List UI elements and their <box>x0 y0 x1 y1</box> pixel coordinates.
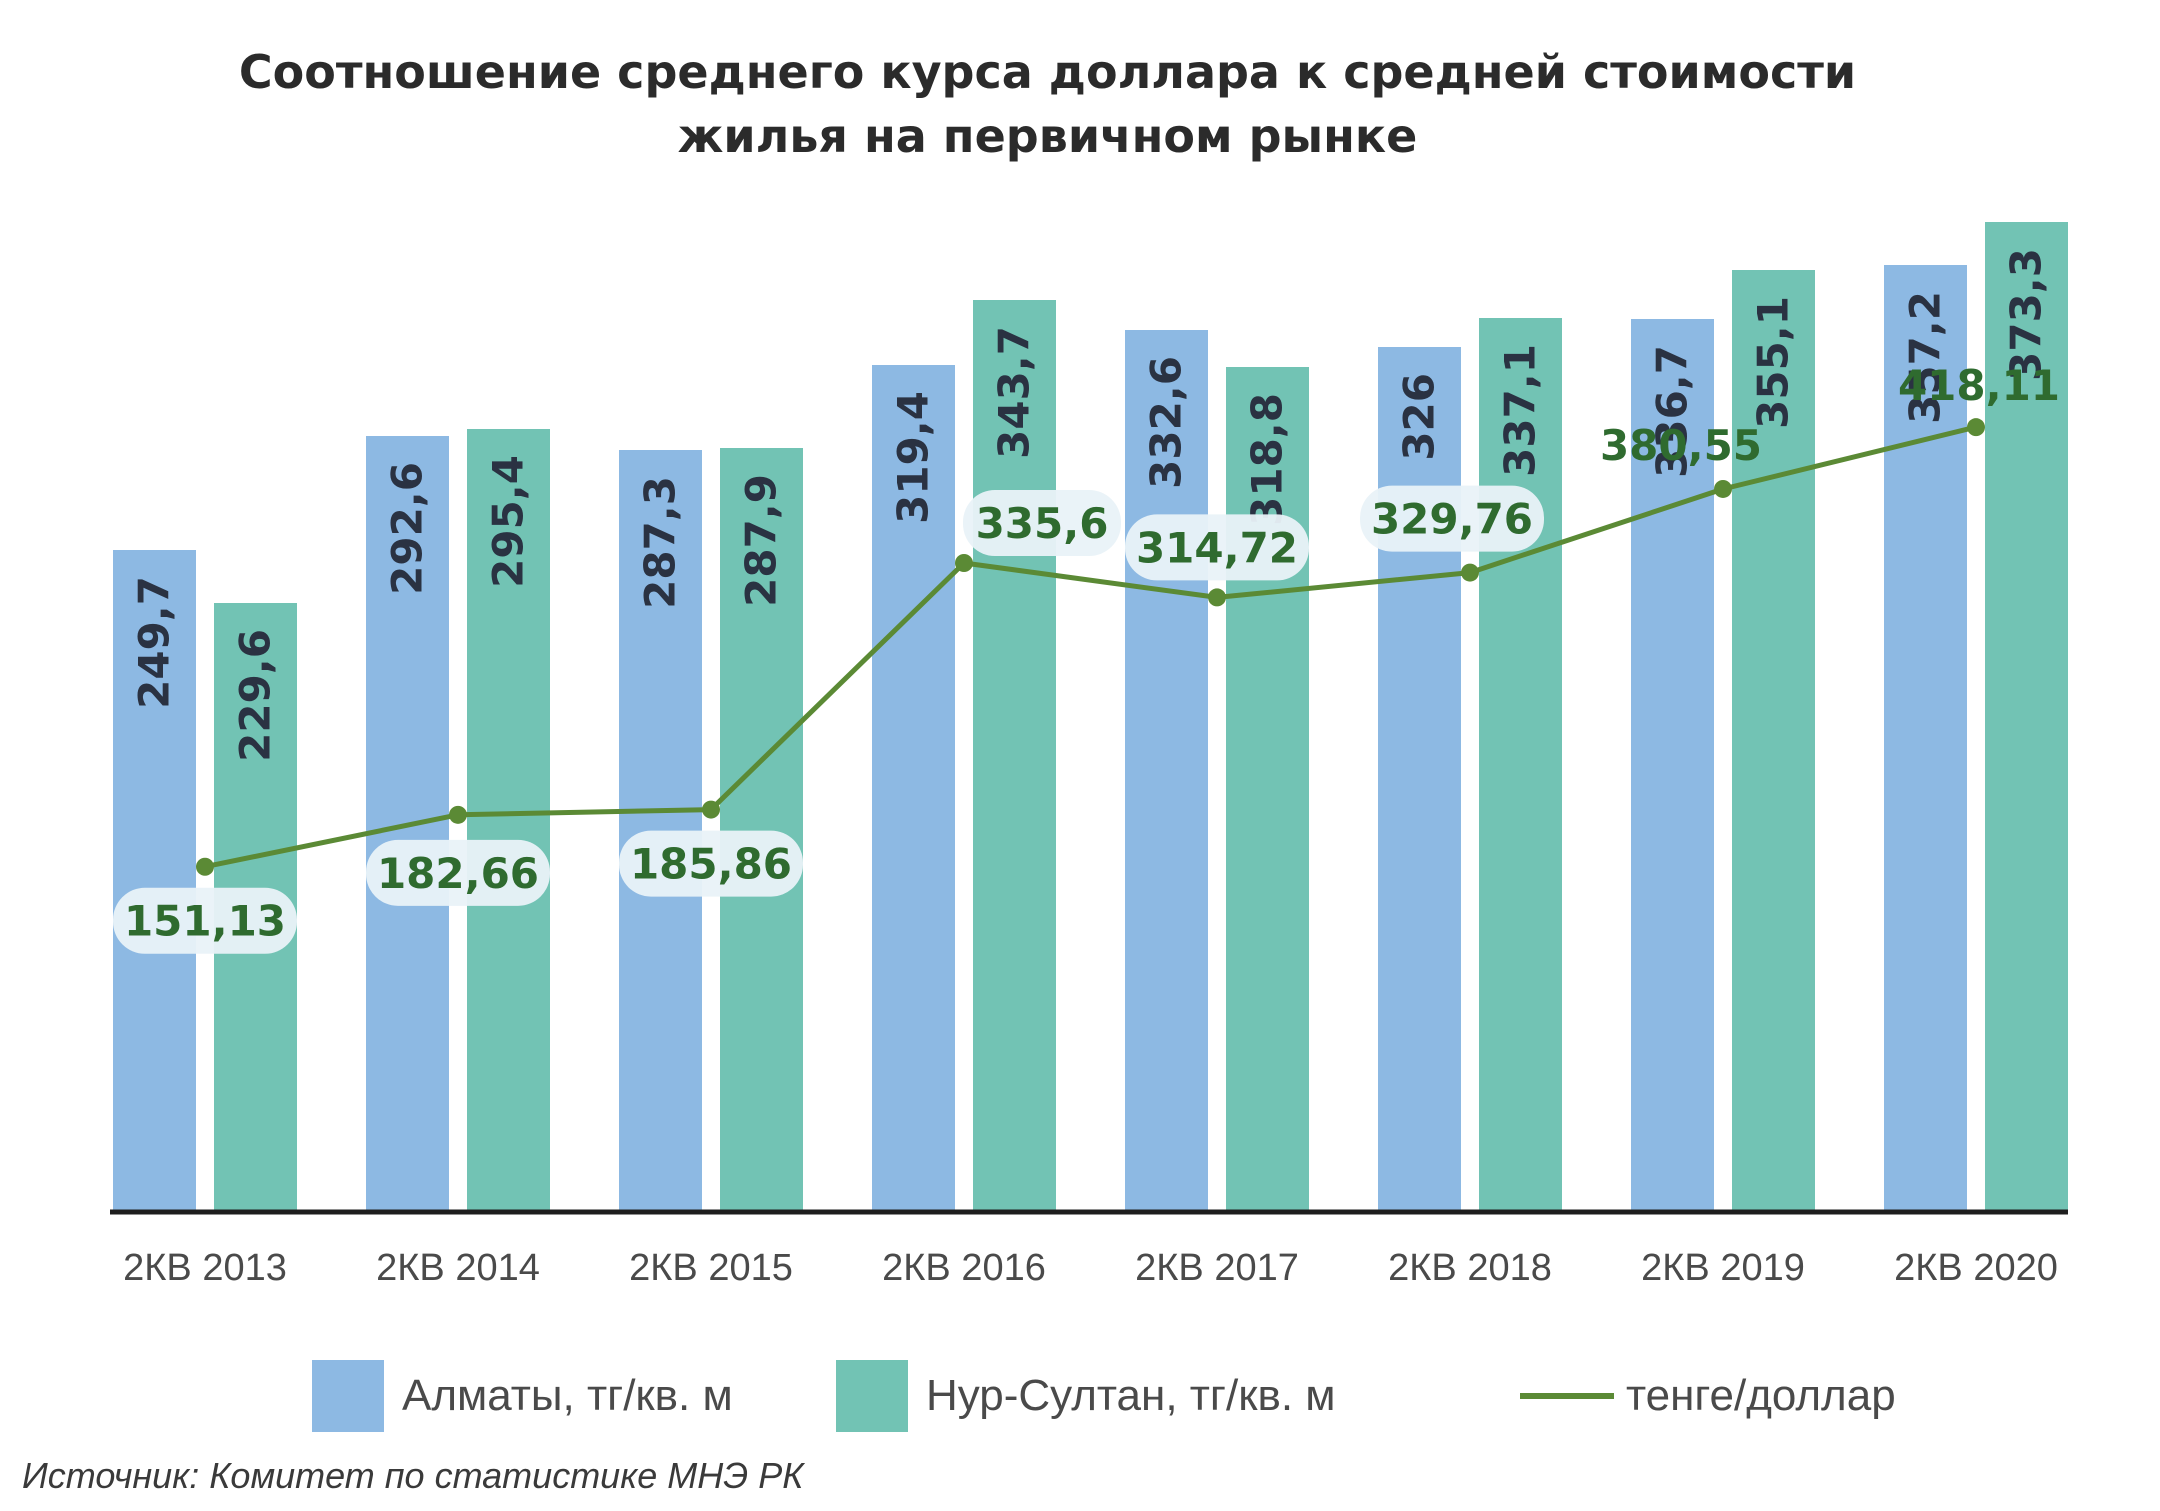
bar-label-nur-sultan-2: 287,9 <box>737 474 786 607</box>
bar-label-nur-sultan-0: 229,6 <box>231 629 280 762</box>
line-label-tenge-dollar-1: 182,66 <box>377 849 539 898</box>
point-tenge-dollar-4 <box>1208 588 1226 607</box>
bar-label-almaty-2: 287,3 <box>636 476 685 609</box>
x-tick-label-5: 2КВ 2018 <box>1388 1247 1552 1289</box>
bar-nur-sultan-4 <box>1226 367 1309 1212</box>
bar-label-almaty-6: 336,7 <box>1648 345 1697 478</box>
bar-nur-sultan-3 <box>973 300 1056 1212</box>
x-tick-label-7: 2КВ 2020 <box>1894 1247 2058 1289</box>
line-label-bg-1 <box>366 839 550 906</box>
legend-swatch-tenge-dollar <box>1520 1393 1614 1399</box>
point-tenge-dollar-0 <box>196 857 214 876</box>
legend-label-nur-sultan: Нур-Султан, тг/кв. м <box>926 1371 1336 1420</box>
line-label-tenge-dollar-3: 335,6 <box>976 499 1109 548</box>
bar-nur-sultan-7 <box>1985 222 2068 1212</box>
legend-swatch-nur-sultan <box>836 1360 908 1432</box>
line-label-bg-5 <box>1360 485 1544 552</box>
bar-almaty-4 <box>1125 330 1208 1212</box>
line-label-tenge-dollar-6: 380,55 <box>1600 421 1762 470</box>
chart-title-line-2: жилья на первичном рынке <box>677 109 1418 163</box>
point-tenge-dollar-5 <box>1461 563 1479 582</box>
line-label-tenge-dollar-4: 314,72 <box>1136 523 1298 572</box>
bar-label-almaty-5: 326 <box>1395 373 1444 461</box>
chart-title-line-1: Соотношение среднего курса доллара к сре… <box>238 45 1857 99</box>
bar-label-almaty-0: 249,7 <box>130 576 179 709</box>
bar-label-almaty-3: 319,4 <box>889 391 938 524</box>
bar-label-almaty-7: 357,2 <box>1901 291 1950 424</box>
bar-almaty-0 <box>113 550 196 1212</box>
x-tick-label-4: 2КВ 2017 <box>1135 1247 1299 1289</box>
line-label-bg-4 <box>1125 514 1309 581</box>
x-tick-label-0: 2КВ 2013 <box>123 1247 287 1289</box>
bar-label-nur-sultan-4: 318,8 <box>1243 393 1292 526</box>
source-note: Источник: Комитет по статистике МНЭ РК <box>22 1455 804 1496</box>
point-tenge-dollar-3 <box>955 554 973 573</box>
x-tick-label-2: 2КВ 2015 <box>629 1247 793 1289</box>
line-label-bg-2 <box>619 830 803 897</box>
point-tenge-dollar-7 <box>1967 418 1985 437</box>
bar-almaty-6 <box>1631 319 1714 1212</box>
chart-title: Соотношение среднего курса доллара к сре… <box>0 40 2095 168</box>
point-tenge-dollar-6 <box>1714 479 1732 498</box>
legend-swatch-almaty <box>312 1360 384 1432</box>
bar-label-nur-sultan-1: 295,4 <box>484 455 533 588</box>
legend-item-almaty: Алматы, тг/кв. м <box>312 1360 733 1432</box>
x-tick-label-6: 2КВ 2019 <box>1641 1247 1805 1289</box>
line-label-tenge-dollar-5: 329,76 <box>1371 495 1533 544</box>
bar-label-nur-sultan-3: 343,7 <box>990 326 1039 459</box>
bar-almaty-3 <box>872 365 955 1212</box>
bar-label-nur-sultan-7: 373,3 <box>2002 248 2051 381</box>
legend-item-tenge-dollar: тенге/доллар <box>1520 1360 1896 1432</box>
line-label-tenge-dollar-0: 151,13 <box>124 897 286 946</box>
legend-label-almaty: Алматы, тг/кв. м <box>402 1371 733 1420</box>
line-label-bg-3 <box>963 490 1121 557</box>
line-tenge-dollar <box>204 424 1977 870</box>
line-label-tenge-dollar-7: 418,11 <box>1898 361 2060 410</box>
legend-item-nur-sultan: Нур-Султан, тг/кв. м <box>836 1360 1336 1432</box>
bar-nur-sultan-2 <box>720 448 803 1212</box>
bar-label-nur-sultan-6: 355,1 <box>1749 296 1798 429</box>
bar-label-almaty-4: 332,6 <box>1142 356 1191 489</box>
point-tenge-dollar-2 <box>702 800 720 819</box>
line-label-tenge-dollar-2: 185,86 <box>630 840 792 889</box>
point-tenge-dollar-1 <box>449 805 467 824</box>
bar-almaty-7 <box>1884 265 1967 1212</box>
line-label-bg-0 <box>113 887 297 954</box>
bar-nur-sultan-6 <box>1732 270 1815 1212</box>
bar-almaty-5 <box>1378 347 1461 1212</box>
bar-nur-sultan-1 <box>467 429 550 1212</box>
bar-label-nur-sultan-5: 337,1 <box>1496 344 1545 477</box>
legend-label-tenge-dollar: тенге/доллар <box>1626 1371 1896 1420</box>
x-tick-label-1: 2КВ 2014 <box>376 1247 540 1289</box>
bar-label-almaty-1: 292,6 <box>383 462 432 595</box>
bar-nur-sultan-5 <box>1479 318 1562 1212</box>
x-tick-label-3: 2КВ 2016 <box>882 1247 1046 1289</box>
